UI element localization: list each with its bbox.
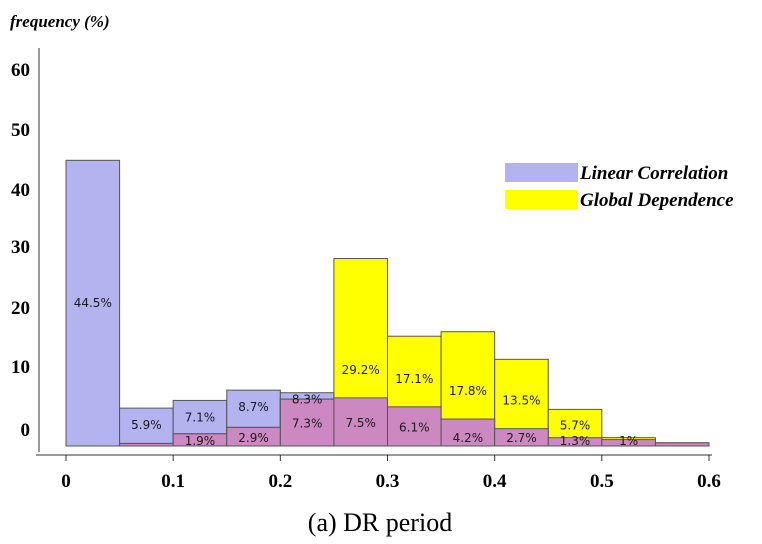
linear-correlation-bar (119, 407, 174, 447)
overlap-bar-label: 1.9% (185, 434, 216, 448)
global-dependence-bar-label: 5.7% (560, 419, 591, 433)
bar-labels: 44.5% 5.9% 7.1% 8.7% 8.3% 29.2% 17.1% 17.8% 13.5… (74, 296, 638, 448)
overlap-series (119, 397, 710, 447)
overlap-bar-label: 7.5% (345, 416, 376, 430)
legend: Linear Correlation Global Dependence (505, 163, 734, 211)
global-dependence-bar-label: 17.8% (449, 384, 487, 398)
overlap-bar (654, 442, 710, 447)
linear-correlation-bar-label: 8.7% (238, 400, 269, 414)
y-tick-label: 0 (21, 420, 31, 441)
legend-label-linear-correlation: Linear Correlation (579, 163, 728, 184)
overlap-bar-label: 7.3% (292, 417, 323, 431)
overlap-bar-label: 1% (619, 434, 638, 448)
linear-correlation-bar-label: 5.9% (131, 418, 162, 432)
linear-correlation-bar-label: 44.5% (74, 296, 112, 310)
y-tick-label: 50 (11, 120, 30, 141)
y-axis-title: frequency (%) (10, 12, 110, 31)
legend-swatch-linear-correlation (505, 163, 578, 182)
overlap-bar (440, 418, 496, 447)
global-dependence-bar-label: 29.2% (342, 363, 380, 377)
figure-caption: (a) DR period (308, 508, 452, 537)
overlap-bar (333, 397, 388, 447)
overlap-bar-label: 4.2% (453, 431, 484, 445)
x-tick-label: 0.4 (483, 471, 507, 492)
overlap-bar-label: 2.9% (238, 431, 269, 445)
x-tick-label: 0 (61, 471, 71, 492)
linear-correlation-bar (65, 159, 121, 447)
overlap-bar (387, 406, 442, 447)
y-tick-label: 30 (11, 237, 30, 258)
overlap-bar (119, 442, 174, 447)
linear-correlation-bar-label: 8.3% (292, 393, 323, 407)
y-tick-label: 40 (11, 180, 30, 201)
y-tick-label: 60 (11, 60, 30, 81)
y-tick-labels: 0 10 20 30 40 50 60 (11, 60, 30, 441)
overlap-bar-label: 6.1% (399, 420, 430, 434)
x-tick-label: 0.1 (161, 471, 185, 492)
x-tick-label: 0.5 (590, 471, 614, 492)
legend-label-global-dependence: Global Dependence (580, 190, 734, 211)
y-tick-label: 20 (11, 298, 30, 319)
overlap-bar-label: 1.3% (560, 434, 591, 448)
global-dependence-bar-label: 17.1% (395, 372, 433, 386)
x-tick-labels: 0 0.1 0.2 0.3 0.4 0.5 0.6 (61, 455, 721, 492)
linear-correlation-bar-label: 7.1% (185, 410, 216, 424)
x-tick-label: 0.2 (268, 471, 292, 492)
x-tick-label: 0.6 (697, 471, 721, 492)
legend-swatch-global-dependence (505, 190, 578, 209)
overlap-bar-label: 2.7% (506, 431, 537, 445)
global-dependence-bar-label: 13.5% (502, 394, 540, 408)
x-tick-label: 0.3 (376, 471, 400, 492)
overlap-bar (279, 398, 335, 447)
y-tick-label: 10 (11, 357, 30, 378)
